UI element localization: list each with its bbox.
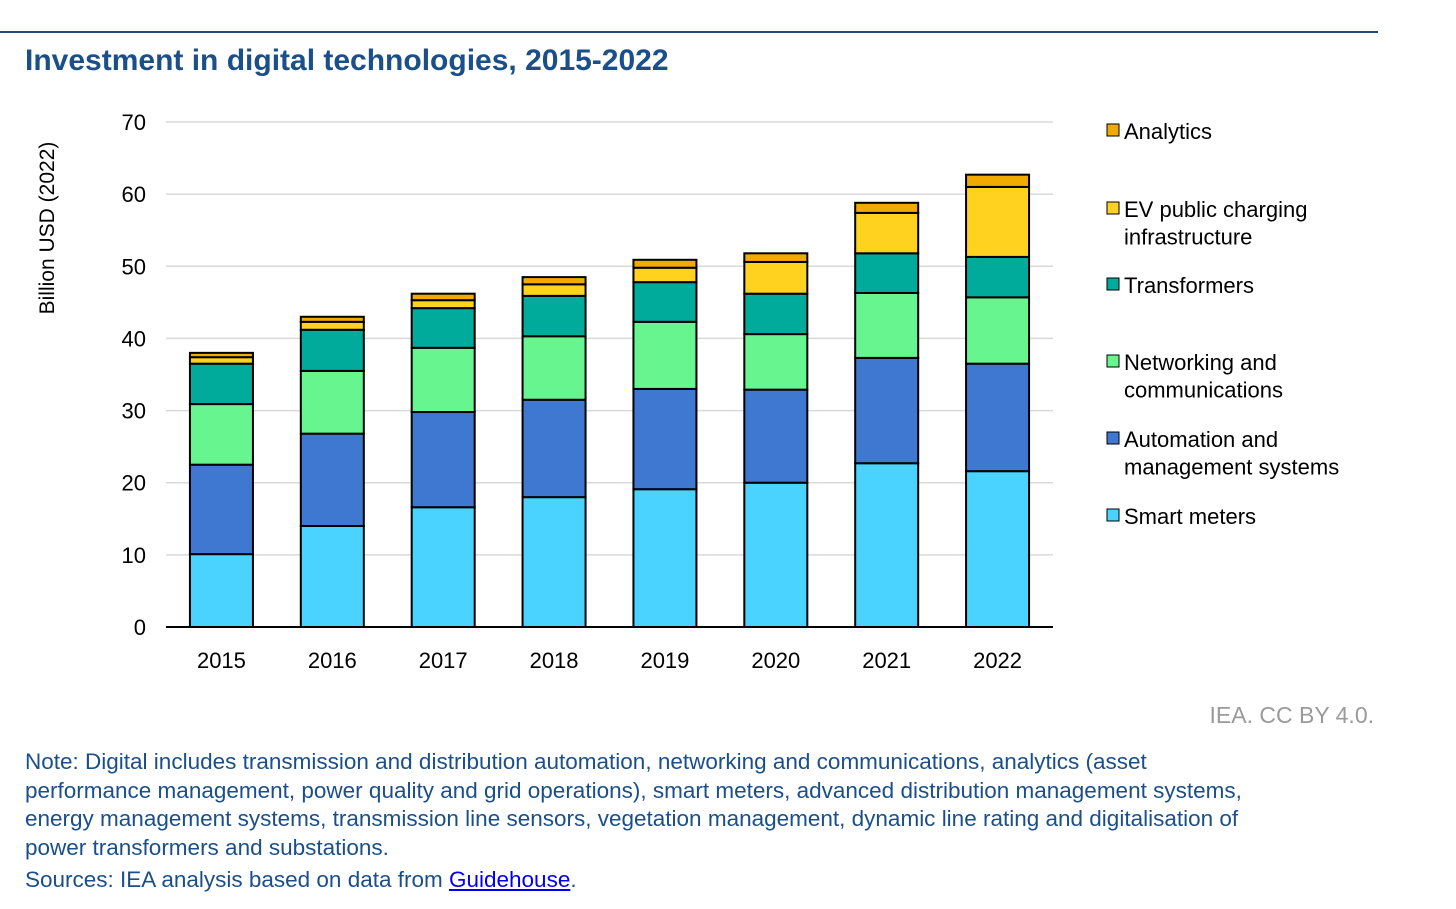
bar-segment-transformers [965,255,1031,299]
y-tick-label: 70 [122,110,146,135]
bar-segment-networking-and-communications [410,346,476,414]
bar-segment-networking-and-communications [632,320,698,390]
x-tick-label: 2021 [862,648,911,673]
bar-segment-ev-public-charging-infrastructure [965,185,1031,258]
bar-segment-ev-public-charging-infrastructure [299,320,365,331]
top-rule [0,31,1378,33]
bar-segment-analytics [410,292,476,302]
bar-segment-automation-and-management-systems [410,411,476,509]
bar-segment-transformers [188,362,254,406]
note: Note: Digital includes transmission and … [25,748,1242,862]
note-line: energy management systems, transmission … [25,806,1239,831]
bar-segment-analytics [521,276,587,286]
bar-segment-automation-and-management-systems [743,388,809,484]
stacked-bar-chart: 0 10 20 30 40 50 60 70 Billion USD (2022) 2015 201… [36,110,1339,673]
bar-segment-networking-and-communications [965,296,1031,365]
bar-segment-analytics [854,201,920,214]
y-axis-label: Billion USD (2022) [36,142,59,315]
y-tick-label: 60 [122,182,146,207]
bar-segment-smart-meters [299,525,365,628]
x-tick-label: 2019 [640,648,689,673]
bar-segment-transformers [410,307,476,349]
y-tick-label: 10 [122,543,146,568]
bar-segment-analytics [299,315,365,323]
bar-segment-ev-public-charging-infrastructure [632,266,698,284]
bar-segment-networking-and-communications [299,369,365,435]
legend-swatch [1106,277,1120,291]
bar-segment-smart-meters [743,481,809,629]
sources-suffix: . [570,867,577,892]
bar-segment-transformers [632,281,698,323]
legend-label: Analytics [1124,119,1212,144]
bar-segment-transformers [521,294,587,338]
bar-segment-networking-and-communications [854,291,920,359]
bar-segment-automation-and-management-systems [854,356,920,465]
note-line: Note: Digital includes transmission and … [25,749,1147,774]
legend-swatch [1106,431,1120,445]
legend-swatch [1106,508,1120,522]
bar-segment-transformers [299,328,365,372]
y-tick-label: 30 [122,399,146,424]
x-tick-label: 2015 [197,648,246,673]
chart-title: Investment in digital technologies, 2015… [25,44,669,77]
bar-segment-automation-and-management-systems [188,463,254,556]
bar-segment-transformers [743,292,809,336]
x-tick-label: 2017 [419,648,468,673]
legend-label: communications [1124,378,1283,403]
bar-segment-smart-meters [965,470,1031,628]
x-tick-label: 2016 [308,648,357,673]
y-tick-label: 0 [134,615,146,640]
bar-segment-networking-and-communications [743,333,809,391]
legend-label: Automation and [1124,427,1278,452]
y-tick-label: 40 [122,326,146,351]
bar-segment-ev-public-charging-infrastructure [743,260,809,295]
note-line: power transformers and substations. [25,834,389,860]
bar-segment-ev-public-charging-infrastructure [521,283,587,297]
legend-label: EV public charging [1124,197,1307,222]
sources: Sources: IEA analysis based on data from… [25,867,577,893]
x-tick-label: 2020 [751,648,800,673]
bar-segment-automation-and-management-systems [521,398,587,499]
guidehouse-link[interactable]: Guidehouse [448,867,571,892]
bar-segment-automation-and-management-systems [965,362,1031,473]
legend-swatch [1106,201,1120,215]
bar-segment-automation-and-management-systems [299,432,365,527]
bar-segment-smart-meters [632,488,698,629]
note-line: performance management, power quality an… [25,777,1242,803]
legend-swatch [1106,354,1120,368]
bar-segment-automation-and-management-systems [632,387,698,491]
sources-prefix: Sources: IEA analysis based on data from [25,867,449,892]
y-tick-label: 20 [122,471,146,496]
bar-segment-networking-and-communications [188,403,254,466]
y-tick-label: 50 [122,254,146,279]
x-tick-label: 2018 [530,648,579,673]
bar-segment-transformers [854,252,920,294]
x-tick-label: 2022 [973,648,1022,673]
bar-segment-analytics [188,351,254,359]
bar-segment-smart-meters [521,496,587,628]
legend-label: Transformers [1124,273,1254,298]
bar-segment-networking-and-communications [521,335,587,401]
legend-label: Smart meters [1124,504,1256,529]
bar-segment-analytics [965,173,1031,188]
legend-label: management systems [1124,455,1339,480]
bar-segment-smart-meters [188,553,254,629]
bar-segment-ev-public-charging-infrastructure [410,299,476,310]
bar-segment-smart-meters [854,462,920,628]
bar-segment-smart-meters [410,506,476,628]
legend-label: infrastructure [1124,225,1252,250]
credit-text: IEA. CC BY 4.0. [1209,702,1374,728]
legend-label: Networking and [1124,350,1277,375]
bar-segment-analytics [632,258,698,269]
bar-segment-ev-public-charging-infrastructure [854,211,920,255]
legend-swatch [1106,123,1120,137]
bar-segment-analytics [743,252,809,263]
